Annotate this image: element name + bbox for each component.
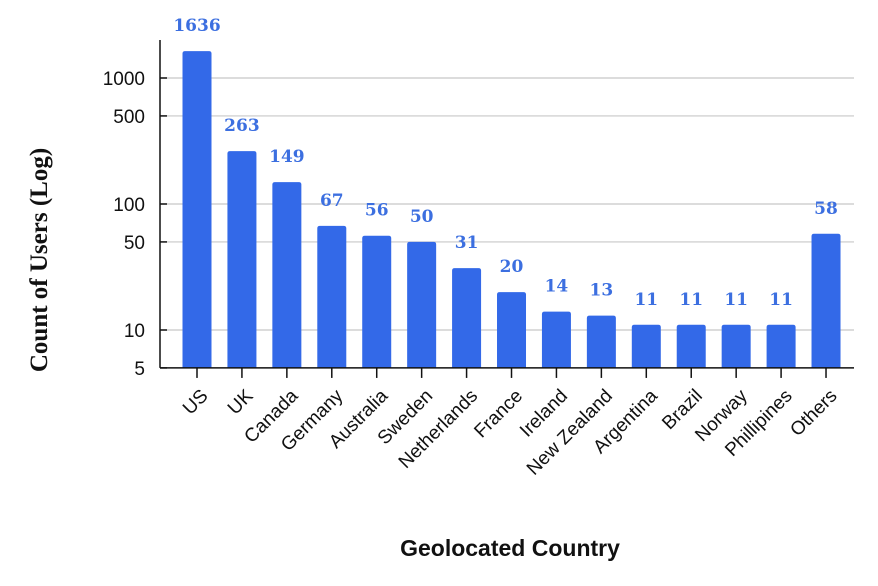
bar-norway	[721, 324, 751, 368]
x-tick-label: France	[470, 386, 527, 443]
y-tick-label: 10	[124, 321, 145, 342]
bar-brazil	[676, 324, 706, 368]
bar-phillipines	[766, 324, 796, 368]
value-label: 50	[410, 207, 434, 227]
value-label: 20	[500, 257, 524, 277]
y-tick-label: 50	[124, 233, 145, 254]
axes	[159, 40, 854, 378]
bar-sweden	[407, 241, 437, 368]
value-label: 11	[769, 290, 793, 310]
bar-netherlands	[452, 268, 482, 368]
y-tick-label: 5	[134, 359, 145, 380]
bar-uk	[227, 151, 257, 368]
value-label: 67	[320, 191, 344, 211]
bar-france	[497, 292, 527, 368]
value-label: 1636	[173, 16, 220, 36]
bar-us	[182, 51, 212, 368]
x-tick-label: UK	[224, 385, 258, 419]
bar-new-zealand	[586, 315, 616, 368]
value-label: 14	[545, 277, 569, 297]
bar-argentina	[631, 324, 661, 368]
value-label: 11	[724, 290, 748, 310]
value-label: 31	[455, 233, 479, 253]
value-label: 11	[634, 290, 658, 310]
value-labels: 1636 263 149 67 56 50 31 20 14 13 11 11 11 11 58	[173, 16, 838, 310]
bar-ireland	[541, 311, 571, 368]
y-tick-label: 1000	[103, 69, 145, 90]
y-tick-label: 100	[113, 195, 145, 216]
y-tick-labels: 5 10 50 100 500 1000	[103, 69, 145, 380]
bars	[182, 51, 841, 368]
x-tick-label: US	[179, 386, 213, 420]
y-tick-label: 500	[113, 107, 145, 128]
bar-australia	[362, 235, 392, 368]
y-axis-title: Count of Users (Log)	[26, 148, 53, 372]
bar-germany	[317, 225, 347, 368]
value-label: 149	[269, 147, 305, 167]
x-tick-label: Others	[786, 386, 841, 441]
value-label: 263	[224, 116, 260, 136]
value-label: 56	[365, 201, 389, 221]
bar-canada	[272, 182, 302, 368]
x-axis-title: Geolocated Country	[400, 535, 620, 561]
x-tick-labels: US UKCanadaGermanyAustraliaSwedenNetherla…	[179, 385, 842, 479]
value-label: 58	[814, 199, 838, 219]
value-label: 11	[679, 290, 703, 310]
value-label: 13	[590, 281, 614, 301]
bar-others	[811, 233, 841, 368]
